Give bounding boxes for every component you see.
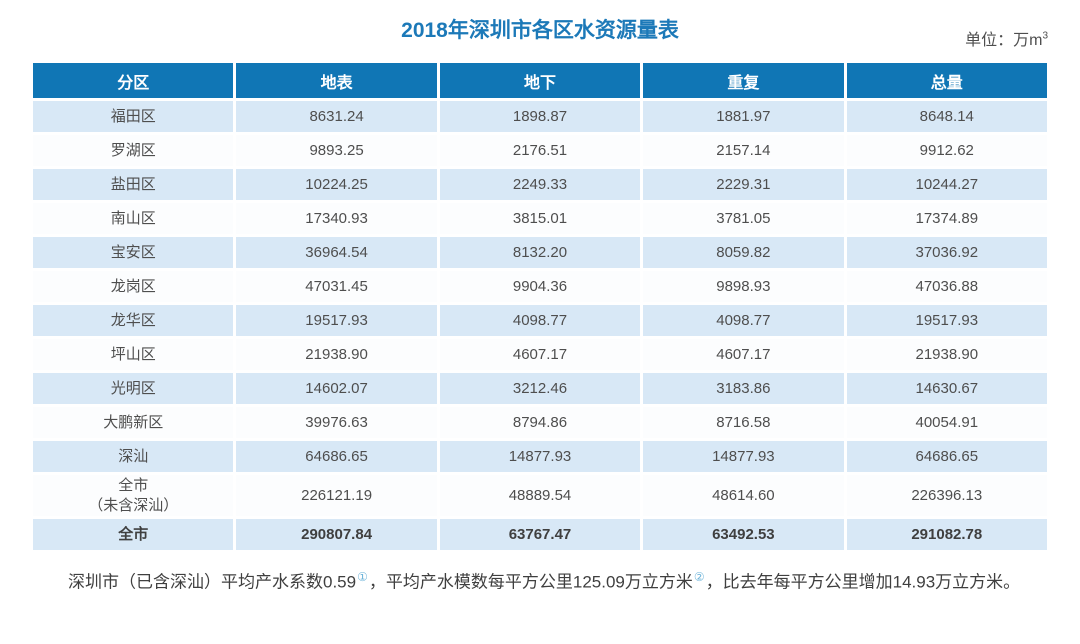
value-cell: 63492.53 (643, 519, 844, 550)
value-cell: 226396.13 (846, 475, 1047, 516)
value-cell: 9912.62 (846, 135, 1047, 166)
region-cell: 宝安区 (33, 237, 234, 268)
table-row: 龙华区 19517.93 4098.77 4098.77 19517.93 (33, 305, 1047, 336)
report-header: 2018年深圳市各区水资源量表 单位：万m3 (0, 0, 1080, 60)
value-cell: 8794.86 (439, 407, 641, 438)
value-cell: 226121.19 (236, 475, 437, 516)
footnote-marker: ① (357, 570, 368, 584)
table-row: 福田区 8631.24 1898.87 1881.97 8648.14 (33, 101, 1047, 132)
value-cell: 2176.51 (439, 135, 641, 166)
value-cell: 21938.90 (236, 339, 437, 370)
value-cell: 39976.63 (236, 407, 437, 438)
value-cell: 10224.25 (236, 169, 437, 200)
value-cell: 17340.93 (236, 203, 437, 234)
footnote: 深圳市（已含深汕）平均产水系数0.59①，平均产水模数每平方公里125.09万立… (34, 566, 1044, 599)
value-cell: 4098.77 (643, 305, 844, 336)
region-cell: 全市 （未含深汕） (33, 475, 234, 516)
unit-label: 单位：万m3 (965, 26, 1048, 50)
value-cell: 3815.01 (439, 203, 641, 234)
column-header: 地表 (236, 63, 437, 98)
value-cell: 3212.46 (439, 373, 641, 404)
value-cell: 14630.67 (846, 373, 1047, 404)
region-cell: 大鹏新区 (33, 407, 234, 438)
value-cell: 47036.88 (846, 271, 1047, 302)
region-cell: 全市 (33, 519, 234, 550)
unit-superscript: 3 (1042, 30, 1048, 42)
table-row: 盐田区 10224.25 2249.33 2229.31 10244.27 (33, 169, 1047, 200)
value-cell: 2249.33 (439, 169, 641, 200)
value-cell: 10244.27 (846, 169, 1047, 200)
table-row: 坪山区 21938.90 4607.17 4607.17 21938.90 (33, 339, 1047, 370)
value-cell: 2229.31 (643, 169, 844, 200)
value-cell: 1898.87 (439, 101, 641, 132)
table-row: 罗湖区 9893.25 2176.51 2157.14 9912.62 (33, 135, 1047, 166)
value-cell: 1881.97 (643, 101, 844, 132)
table-row: 宝安区 36964.54 8132.20 8059.82 37036.92 (33, 237, 1047, 268)
column-header: 总量 (846, 63, 1047, 98)
region-cell: 盐田区 (33, 169, 234, 200)
value-cell: 17374.89 (846, 203, 1047, 234)
column-header: 重复 (643, 63, 844, 98)
value-cell: 8631.24 (236, 101, 437, 132)
page-title: 2018年深圳市各区水资源量表 (401, 19, 679, 42)
table-row: 深汕 64686.65 14877.93 14877.93 64686.65 (33, 441, 1047, 472)
table-row: 龙岗区 47031.45 9904.36 9898.93 47036.88 (33, 271, 1047, 302)
region-cell: 龙华区 (33, 305, 234, 336)
value-cell: 9893.25 (236, 135, 437, 166)
value-cell: 40054.91 (846, 407, 1047, 438)
value-cell: 3781.05 (643, 203, 844, 234)
table-row: 大鹏新区 39976.63 8794.86 8716.58 40054.91 (33, 407, 1047, 438)
footnote-marker: ② (693, 570, 705, 584)
value-cell: 2157.14 (643, 135, 844, 166)
column-header: 地下 (439, 63, 641, 98)
value-cell: 4607.17 (439, 339, 641, 370)
footnote-text: 深圳市（已含深汕）平均产水系数0.59 (68, 572, 357, 592)
value-cell: 4098.77 (439, 305, 641, 336)
value-cell: 63767.47 (439, 519, 641, 550)
value-cell: 4607.17 (643, 339, 844, 370)
region-cell: 罗湖区 (33, 135, 234, 166)
value-cell: 8132.20 (439, 237, 641, 268)
table-header-row: 分区 地表 地下 重复 总量 (33, 63, 1047, 98)
region-cell: 光明区 (33, 373, 234, 404)
value-cell: 19517.93 (236, 305, 437, 336)
value-cell: 14877.93 (643, 441, 844, 472)
value-cell: 291082.78 (846, 519, 1047, 550)
value-cell: 8059.82 (643, 237, 844, 268)
value-cell: 48614.60 (643, 475, 844, 516)
value-cell: 36964.54 (236, 237, 437, 268)
value-cell: 64686.65 (236, 441, 437, 472)
footnote-text: ，平均产水模数每平方公里125.09万立方米 (368, 572, 693, 592)
value-cell: 9898.93 (643, 271, 844, 302)
unit-text: 单位：万m (965, 32, 1043, 49)
water-resources-table: 分区 地表 地下 重复 总量 福田区 8631.24 1898.87 1881.97 8648.… (30, 60, 1050, 553)
table-row: 光明区 14602.07 3212.46 3183.86 14630.67 (33, 373, 1047, 404)
value-cell: 48889.54 (439, 475, 641, 516)
value-cell: 14602.07 (236, 373, 437, 404)
table-row: 全市 290807.84 63767.47 63492.53 291082.78 (33, 519, 1047, 550)
value-cell: 3183.86 (643, 373, 844, 404)
value-cell: 64686.65 (846, 441, 1047, 472)
footnote-text: ，比去年每平方公里增加14.93万立方米。 (705, 572, 1021, 592)
value-cell: 21938.90 (846, 339, 1047, 370)
value-cell: 8648.14 (846, 101, 1047, 132)
value-cell: 290807.84 (236, 519, 437, 550)
column-header: 分区 (33, 63, 234, 98)
value-cell: 19517.93 (846, 305, 1047, 336)
value-cell: 47031.45 (236, 271, 437, 302)
value-cell: 9904.36 (439, 271, 641, 302)
table-row: 全市 （未含深汕） 226121.19 48889.54 48614.60 226396… (33, 475, 1047, 516)
region-cell: 南山区 (33, 203, 234, 234)
value-cell: 8716.58 (643, 407, 844, 438)
region-cell: 深汕 (33, 441, 234, 472)
region-cell: 福田区 (33, 101, 234, 132)
table-row: 南山区 17340.93 3815.01 3781.05 17374.89 (33, 203, 1047, 234)
region-cell: 坪山区 (33, 339, 234, 370)
region-cell: 龙岗区 (33, 271, 234, 302)
value-cell: 14877.93 (439, 441, 641, 472)
value-cell: 37036.92 (846, 237, 1047, 268)
